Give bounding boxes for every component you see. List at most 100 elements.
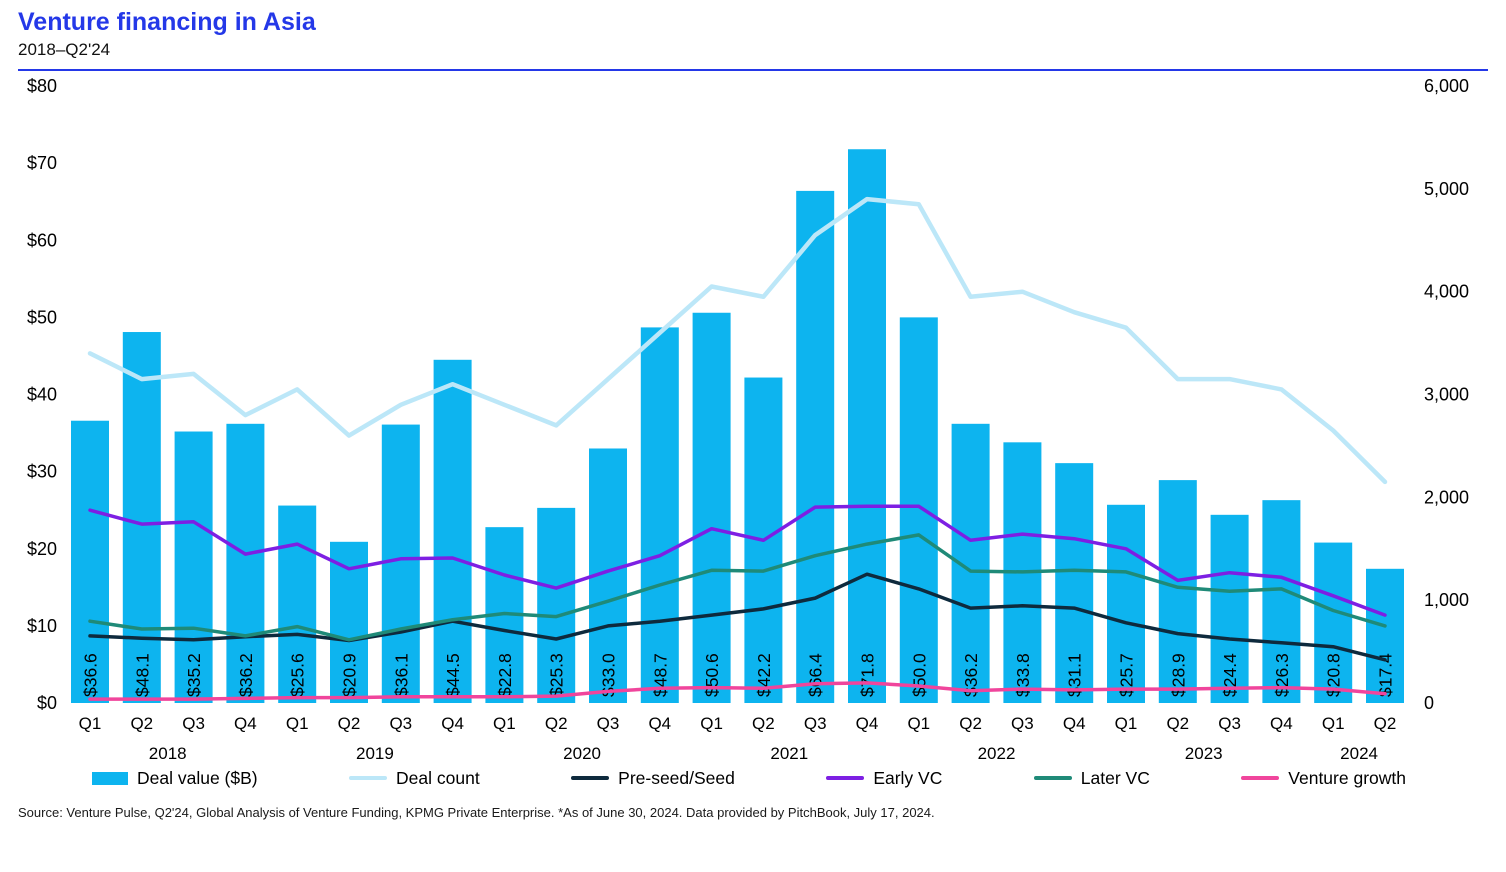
line-venture-growth [88,680,1387,701]
x-axis-quarter-label: Q1 [700,714,723,733]
page-subtitle: 2018–Q2'24 [18,39,111,59]
bar-value-label: $66.4 [806,653,826,697]
legend-item-deal-count: Deal count [349,768,480,789]
left-axis-tick: $20 [27,539,57,559]
x-axis-year-label: 2020 [563,744,601,763]
bar-value-label: $31.1 [1065,653,1085,697]
x-axis-quarter-label: Q1 [1322,714,1345,733]
x-axis-quarter-label: Q3 [597,714,620,733]
bar-value-label: $42.2 [754,653,774,697]
legend-label: Pre-seed/Seed [618,767,735,788]
right-axis-tick: 5,000 [1424,179,1469,199]
deal-value-bar [1055,462,1094,703]
bar-value-label: $20.9 [340,653,360,697]
deal-value-bar [640,327,679,703]
deal-value-bar [692,312,731,703]
x-axis-quarter-label: Q4 [1270,714,1293,733]
legend-swatch [1241,776,1280,781]
legend-label: Deal count [396,767,480,788]
legend-label: Early VC [873,767,943,788]
x-axis-quarter-label: Q1 [493,714,516,733]
x-axis-quarter-label: Q1 [1115,714,1138,733]
deal-value-bar [848,148,886,703]
x-axis-quarter-label: Q2 [130,714,153,733]
x-axis-quarter-label: Q2 [545,714,568,733]
right-axis-tick: 3,000 [1424,384,1469,404]
bar-value-label: $50.6 [702,653,722,697]
left-axis-tick: $80 [27,76,57,96]
left-axis-tick: $10 [27,616,57,636]
x-axis-year-label: 2019 [356,744,394,763]
deal-value-bar [1314,542,1353,703]
x-axis-quarter-label: Q4 [1063,714,1086,733]
x-axis-quarter-label: Q4 [441,714,464,733]
x-axis-quarter-label: Q2 [959,714,982,733]
header-divider [18,68,1488,71]
left-axis-tick: $60 [27,230,57,250]
left-axis-tick: $50 [27,307,57,327]
x-axis-quarter-label: Q4 [234,714,257,733]
bar-value-label: $24.4 [1220,653,1240,697]
bar-value-label: $25.7 [1117,653,1137,697]
line-later-vc [88,532,1387,642]
x-axis-quarter-label: Q2 [1166,714,1189,733]
x-axis-quarter-label: Q1 [79,714,102,733]
legend-item-later-vc: Later VC [1033,768,1150,789]
deal-value-bar [1158,479,1197,703]
deal-value-bar [796,190,835,703]
line-early-vc [88,504,1387,617]
deal-value-bar [537,507,576,703]
x-axis-quarter-label: Q3 [182,714,205,733]
deal-value-bar [381,424,420,703]
bar-value-label: $33.0 [599,653,619,697]
deal-value-bar [226,423,265,703]
right-axis-tick: 2,000 [1424,487,1469,507]
x-axis-year-label: 2018 [149,744,187,763]
right-axis-tick: 1,000 [1424,590,1469,610]
left-axis-tick: $40 [27,384,57,404]
left-axis-tick: $70 [27,153,57,173]
legend-item-venture-growth: Venture growth [1241,768,1406,789]
bar-value-label: $48.7 [650,653,670,697]
x-axis-quarter-label: Q4 [856,714,879,733]
chart-header: Venture financing in Asia 2018–Q2'24 [0,0,1506,60]
x-axis-quarter-label: Q4 [648,714,671,733]
bar-value-label: $44.5 [443,653,463,697]
bar-value-label: $36.6 [81,653,101,697]
deal-value-bar [122,331,161,703]
bar-value-label: $20.8 [1324,653,1344,697]
x-axis-quarter-label: Q2 [752,714,775,733]
deal-value-bar [278,505,317,703]
x-axis-quarter-label: Q3 [389,714,412,733]
x-axis-year-label: 2024 [1340,744,1378,763]
x-axis-quarter-label: Q3 [1218,714,1241,733]
x-axis-quarter-label: Q3 [804,714,827,733]
source-note: Source: Venture Pulse, Q2'24, Global Ana… [18,804,935,820]
bar-value-label: $35.2 [184,653,204,697]
bar-value-label: $36.2 [961,653,981,697]
page-title: Venture financing in Asia [18,8,316,36]
x-axis-year-label: 2023 [1185,744,1223,763]
legend-label: Deal value ($B) [137,767,258,788]
line-deal-count [87,196,1388,484]
chart-area: $0 $10 $20 $30 $40 $50 $60 $70 $80 0 1,000 2,000 3,0… [0,71,1506,766]
legend-swatch [826,776,865,781]
bar-value-label: $48.1 [132,653,152,697]
bar-value-label: $36.1 [391,653,411,697]
combo-chart: $0 $10 $20 $30 $40 $50 $60 $70 $80 0 1,000 2,000 3,0… [27,76,1469,763]
bar-value-label: $36.2 [236,653,256,697]
x-axis-quarter-label: Q3 [1011,714,1034,733]
deal-value-bar [174,431,213,703]
deal-value-bar [71,420,109,703]
bar-value-label: $28.9 [1168,653,1188,697]
left-axis-tick: $30 [27,461,57,481]
legend-swatch [92,771,128,785]
x-axis-year-label: 2021 [770,744,808,763]
x-axis-quarter-label: Q1 [907,714,930,733]
legend-swatch [1033,776,1072,781]
legend-swatch [571,776,610,781]
bar-value-label: $17.4 [1376,653,1396,697]
legend-item-deal-value-b-: Deal value ($B) [92,768,258,789]
x-axis-quarter-label: Q2 [338,714,361,733]
x-axis-quarter-label: Q1 [286,714,309,733]
